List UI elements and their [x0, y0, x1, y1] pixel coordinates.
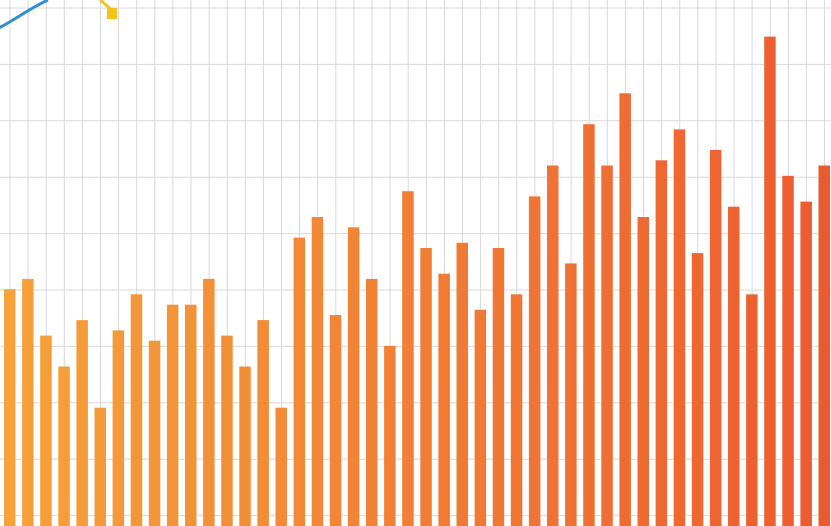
line-series-path [0, 0, 49, 30]
bar [420, 248, 432, 526]
bars [4, 36, 830, 526]
bar [782, 175, 794, 526]
bar [203, 278, 215, 526]
bar [58, 366, 70, 526]
bar [528, 196, 541, 526]
bar [76, 320, 88, 526]
bar [311, 217, 324, 526]
bar [619, 93, 631, 526]
bar [510, 294, 523, 526]
bar [456, 242, 468, 526]
line-marker-point [107, 8, 117, 19]
bar [40, 335, 52, 526]
bar [257, 320, 269, 526]
bar [384, 345, 396, 526]
bar [166, 304, 179, 526]
bar [565, 263, 577, 526]
bar [818, 165, 830, 526]
bar [746, 294, 758, 526]
bar [22, 278, 34, 526]
bar [94, 407, 106, 526]
bar [800, 201, 812, 526]
bar [673, 129, 686, 526]
bar [764, 36, 776, 526]
bar [601, 165, 613, 526]
bar [402, 191, 414, 526]
bar [438, 273, 450, 526]
bar [547, 165, 559, 526]
bar [583, 124, 595, 526]
bar [366, 278, 378, 526]
bar [329, 315, 342, 526]
bar [655, 160, 668, 526]
bar [148, 340, 161, 526]
bar [691, 253, 704, 526]
line-series [0, 0, 117, 30]
bar [112, 330, 125, 526]
bar [347, 227, 360, 526]
bar [221, 335, 233, 526]
bar [293, 237, 306, 526]
bar [130, 294, 143, 526]
bar [637, 217, 649, 526]
bar [4, 289, 16, 526]
bar [275, 407, 287, 526]
bar [492, 248, 505, 526]
bar [728, 206, 740, 526]
bar [474, 309, 487, 526]
bar [709, 150, 722, 526]
bar [239, 366, 251, 526]
bar [185, 304, 197, 526]
